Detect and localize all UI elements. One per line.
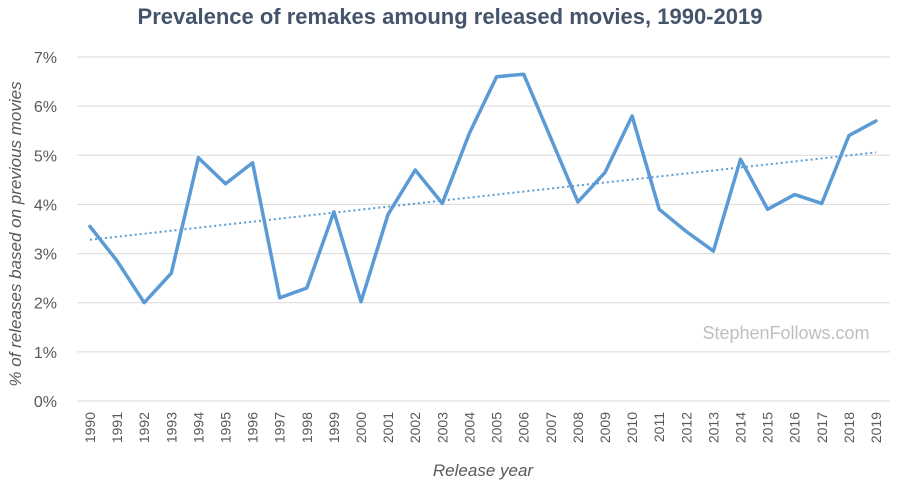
y-tick-label: 3% — [34, 247, 57, 264]
x-tick-label: 1990 — [82, 412, 98, 443]
y-tick-label: 0% — [34, 394, 57, 411]
x-tick-label: 2017 — [814, 412, 830, 443]
x-tick-label: 2009 — [597, 412, 613, 443]
x-tick-label: 2012 — [678, 412, 694, 443]
x-tick-label: 2010 — [624, 412, 640, 443]
x-tick-label: 2006 — [516, 412, 532, 443]
y-tick-label: 7% — [34, 50, 57, 67]
x-tick-label: 1991 — [109, 412, 125, 443]
x-tick-label: 2000 — [353, 412, 369, 443]
y-tick-label: 5% — [34, 148, 57, 165]
y-tick-labels: 0% 1% 2% 3% 4% 5% 6% 7% — [34, 50, 57, 411]
x-tick-label: 2003 — [434, 412, 450, 443]
x-tick-label: 2005 — [489, 412, 505, 443]
x-tick-label: 2008 — [570, 412, 586, 443]
x-tick-label: 1996 — [245, 412, 261, 443]
y-tick-label: 4% — [34, 197, 57, 214]
chart-title: Prevalence of remakes amoung released mo… — [137, 4, 763, 29]
y-tick-label: 1% — [34, 345, 57, 362]
trendline — [89, 151, 877, 241]
x-tick-label: 1998 — [299, 412, 315, 443]
x-tick-label: 2001 — [380, 412, 396, 443]
y-axis-label: % of releases based on previous movies — [6, 81, 25, 387]
x-tick-labels: 1990 1991 1992 1993 1994 1995 1996 1997 1998 1999… — [82, 412, 884, 443]
y-tick-label: 6% — [34, 99, 57, 116]
x-tick-label: 2002 — [407, 412, 423, 443]
trend-layer — [89, 151, 877, 241]
x-tick-label: 1992 — [136, 412, 152, 443]
x-tick-label: 2016 — [787, 412, 803, 443]
x-tick-label: 1994 — [190, 412, 206, 443]
x-tick-label: 1997 — [272, 412, 288, 443]
x-tick-label: 2014 — [732, 412, 748, 443]
x-tick-label: 2018 — [841, 412, 857, 443]
x-tick-label: 2019 — [868, 412, 884, 443]
x-tick-label: 2015 — [760, 412, 776, 443]
x-axis-label: Release year — [433, 461, 535, 480]
x-tick-label: 2004 — [461, 412, 477, 443]
series-layer — [88, 72, 878, 305]
x-tick-label: 2013 — [705, 412, 721, 443]
watermark-text: StephenFollows.com — [702, 323, 869, 343]
x-tick-label: 1999 — [326, 412, 342, 443]
x-tick-label: 2011 — [651, 412, 667, 442]
x-tick-label: 2007 — [543, 412, 559, 443]
x-tick-label: 1995 — [218, 412, 234, 443]
x-tick-label: 1993 — [163, 412, 179, 443]
y-tick-label: 2% — [34, 296, 57, 313]
series-line — [88, 72, 878, 305]
grid-layer — [77, 56, 890, 402]
